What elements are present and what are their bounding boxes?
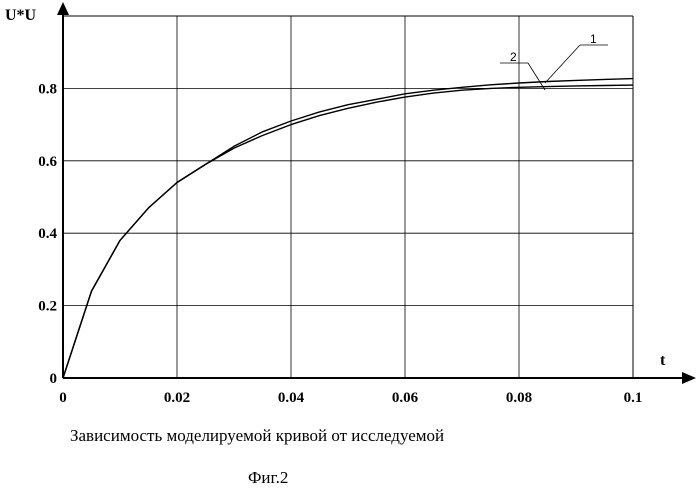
curve-label-2: 2 (510, 50, 517, 64)
y-tick-label: 0 (50, 371, 58, 387)
grid (63, 16, 633, 378)
leader-line-1 (545, 45, 580, 83)
y-tick-label: 0.8 (38, 81, 57, 97)
series-line-1 (63, 79, 633, 378)
y-tick-label: 0.2 (38, 299, 57, 315)
series (63, 79, 633, 378)
x-axis-arrow (682, 372, 696, 384)
x-tick-label: 0.08 (506, 390, 532, 406)
chart: 0 0.02 0.04 0.06 0.08 0.1 0 0.2 0.4 0.6 0.8 1 2 t U… (0, 0, 699, 425)
plot-frame (63, 16, 633, 378)
figure-label: Фиг.2 (0, 468, 699, 488)
x-tick-label: 0.02 (164, 390, 190, 406)
tick-labels: 0 0.02 0.04 0.06 0.08 0.1 0 0.2 0.4 0.6 0.8 (38, 81, 642, 406)
axes (57, 2, 696, 384)
leader-line-2 (528, 63, 545, 90)
x-axis-label: t (660, 352, 666, 369)
y-axis-arrow (57, 2, 69, 15)
x-tick-label: 0.04 (278, 390, 305, 406)
x-tick-label: 0.1 (624, 390, 643, 406)
y-axis-label: U*U (5, 7, 37, 24)
curve-label-1: 1 (590, 32, 597, 46)
series-line-2 (63, 85, 633, 378)
figure-caption: Зависимость моделируемой кривой от иссле… (0, 426, 699, 446)
x-tick-label: 0 (59, 390, 67, 406)
y-tick-label: 0.4 (38, 226, 57, 242)
x-tick-label: 0.06 (392, 390, 419, 406)
y-tick-label: 0.6 (38, 154, 57, 170)
